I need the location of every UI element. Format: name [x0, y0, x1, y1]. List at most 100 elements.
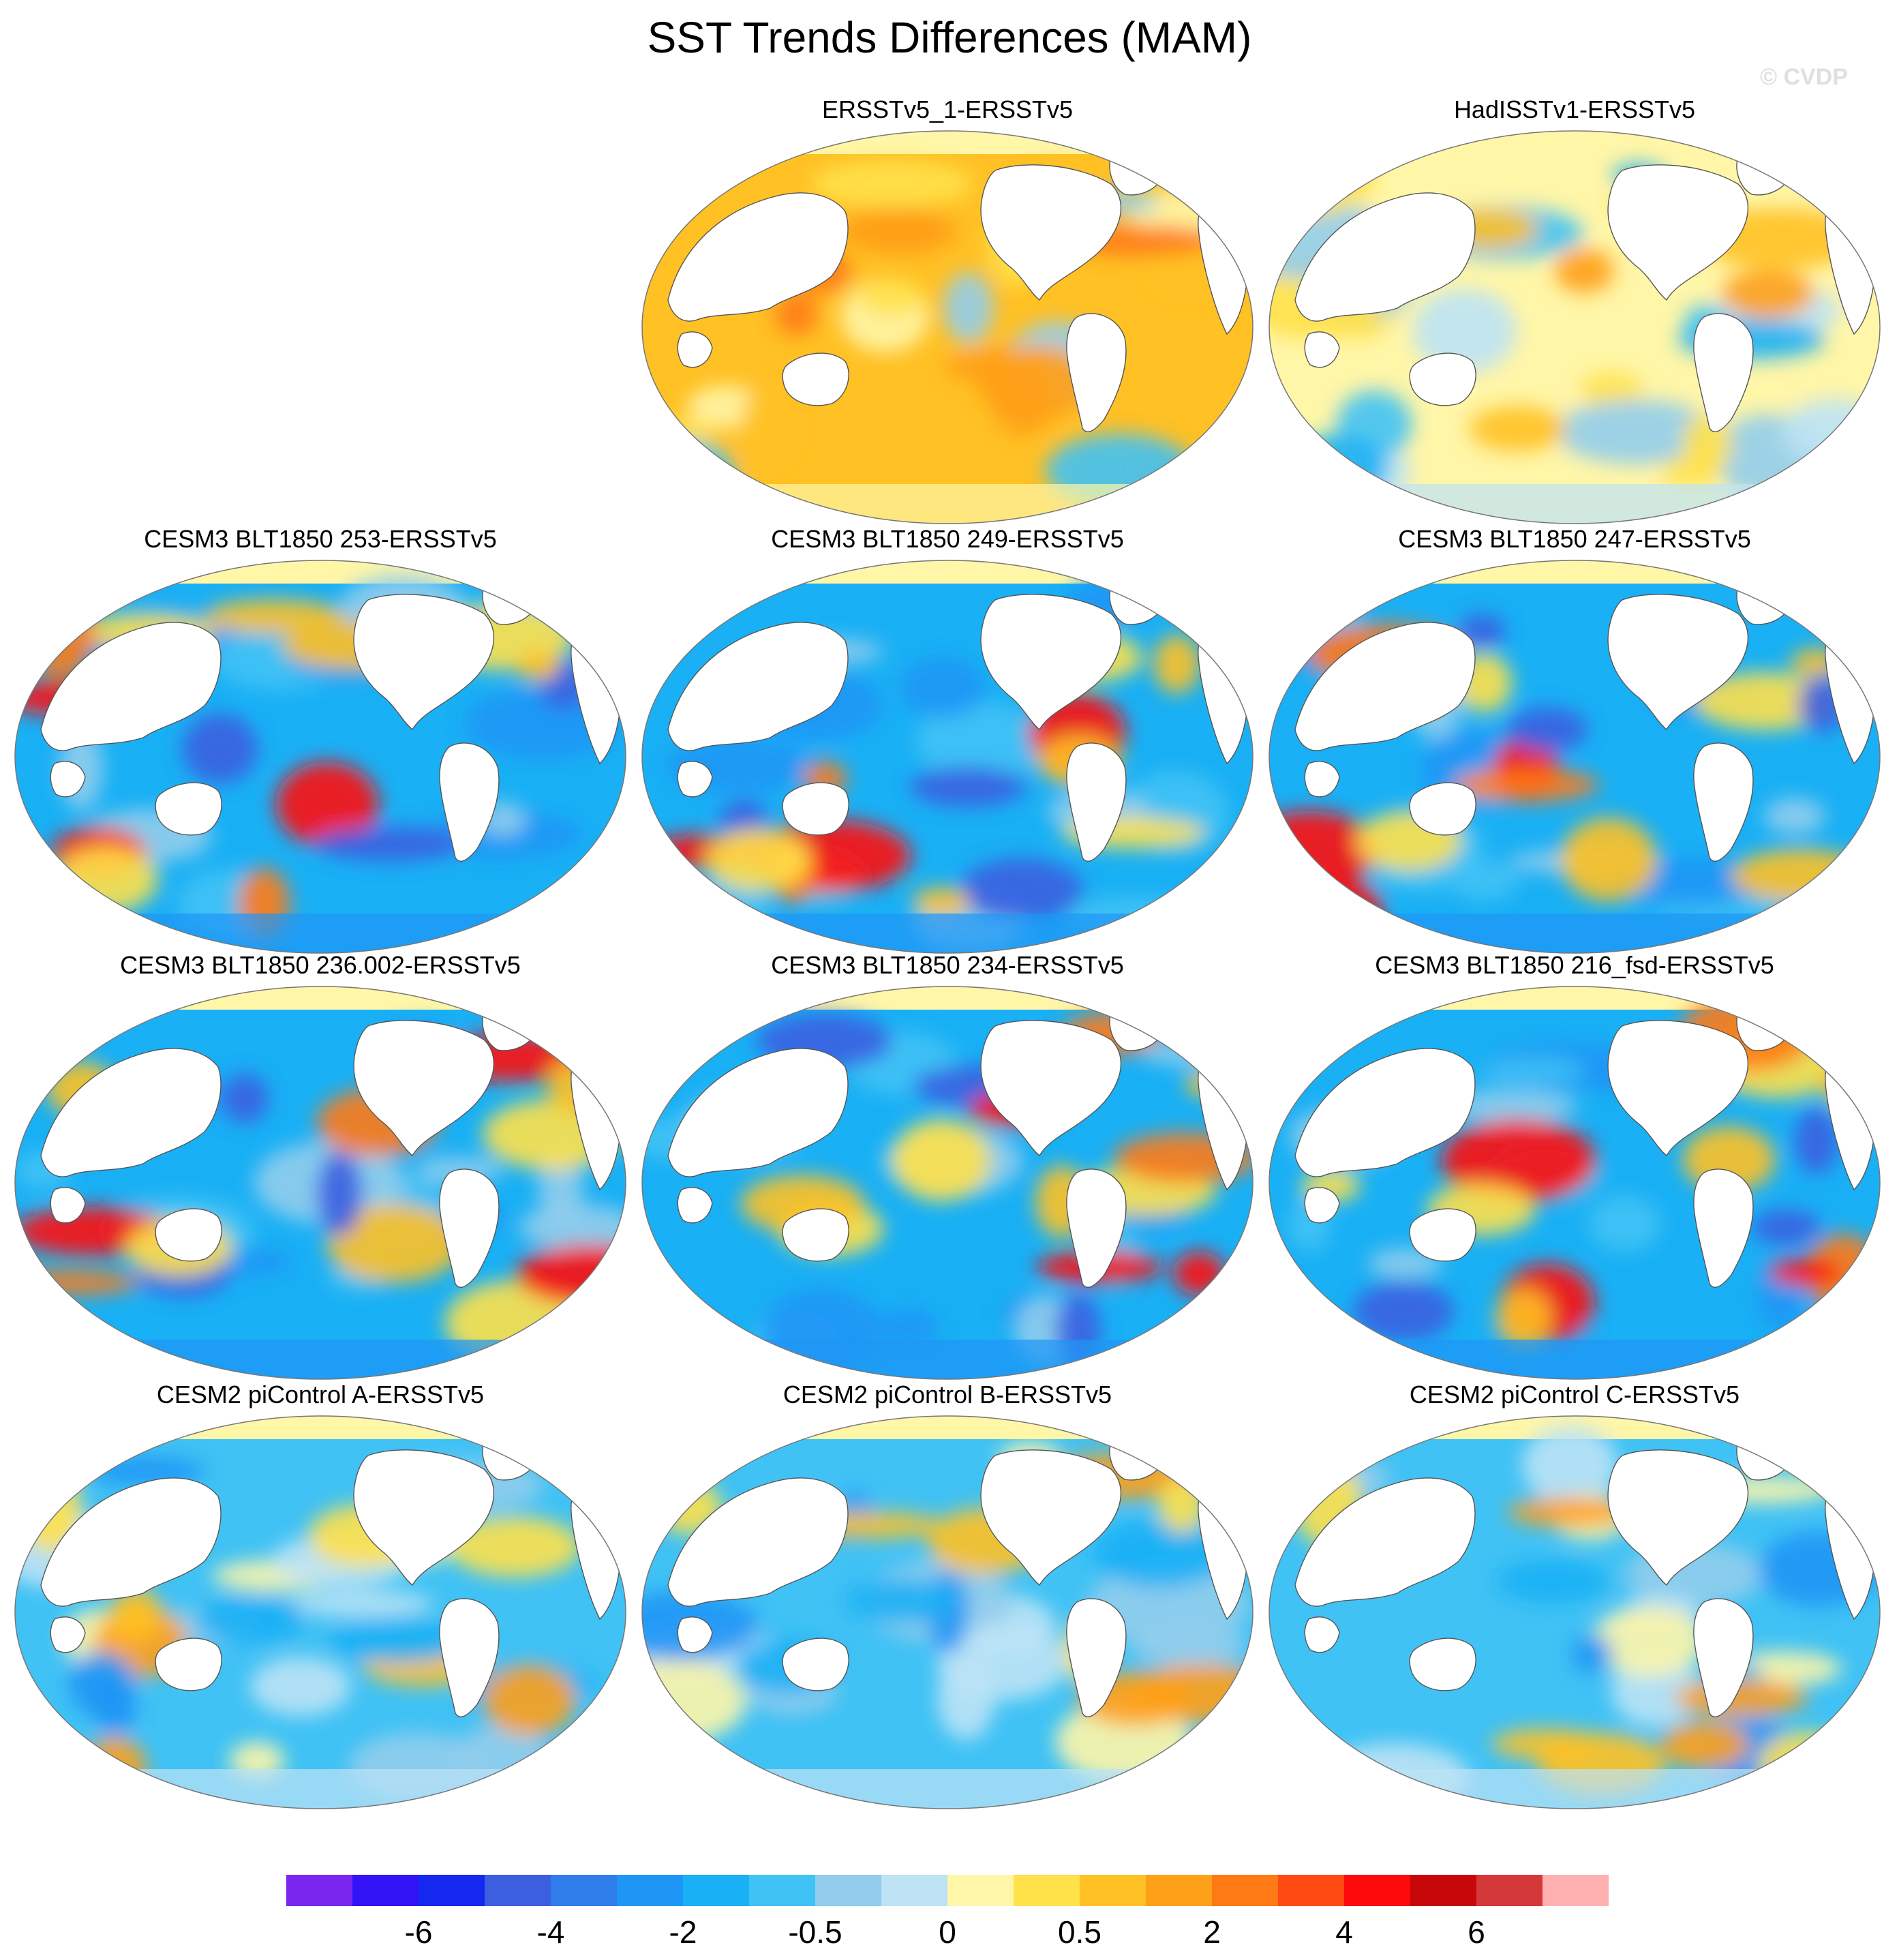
southern-ocean-band	[1269, 914, 1880, 953]
land-mass	[677, 1187, 713, 1224]
land-mass	[1066, 1169, 1127, 1288]
anomaly-blob	[1580, 372, 1643, 408]
anomaly-blob	[1751, 1209, 1821, 1246]
panel-title: CESM2 piControl C-ERSSTv5	[1409, 1381, 1740, 1408]
colorbar-box	[1278, 1875, 1344, 1906]
anomaly-blob	[1768, 1258, 1842, 1286]
map-panel: CESM3 BLT1850 236.002-ERSSTv5	[7, 951, 634, 1387]
world-map	[1268, 130, 1881, 524]
world-map	[1268, 986, 1881, 1380]
anomaly-blob	[877, 1309, 939, 1346]
anomaly-blob	[204, 599, 345, 634]
arctic-band	[15, 1416, 626, 1439]
map-panel: CESM2 piControl A-ERSSTv5	[7, 1381, 634, 1817]
land-mass	[1304, 761, 1340, 798]
land-mass	[1693, 313, 1754, 432]
anomaly-blob	[326, 1618, 469, 1663]
map-border	[1268, 986, 1881, 1380]
land-mass	[1607, 1020, 1749, 1157]
anomaly-blob	[1506, 707, 1588, 753]
land-mass	[353, 594, 495, 731]
colorbar-tick-label: 0	[939, 1914, 956, 1950]
world-map	[14, 560, 626, 954]
arctic-band	[642, 1416, 1253, 1439]
anomaly-blob	[1093, 1518, 1228, 1588]
panel-title: CESM3 BLT1850 247-ERSSTv5	[1398, 525, 1751, 553]
anomaly-blob	[915, 702, 1044, 781]
southern-ocean-band	[1269, 1769, 1880, 1809]
land-mass	[1294, 622, 1476, 751]
colorbar-box	[749, 1875, 815, 1906]
colorbar-box	[352, 1875, 419, 1906]
anomaly-blob	[1129, 1623, 1247, 1668]
land-mass	[980, 1449, 1122, 1586]
southern-ocean-band	[1269, 1340, 1880, 1379]
panel-title: CESM3 BLT1850 249-ERSSTv5	[771, 525, 1124, 553]
anomaly-blob	[316, 1151, 363, 1237]
arctic-band	[642, 986, 1253, 1010]
colorbar-tick-label: 2	[1203, 1914, 1221, 1950]
land-mass	[40, 1477, 222, 1607]
colorbar-box	[1080, 1875, 1146, 1906]
map-panel: CESM2 piControl B-ERSSTv5	[634, 1381, 1261, 1817]
map-panel: CESM2 piControl C-ERSSTv5	[1261, 1381, 1888, 1817]
land-mass	[980, 1020, 1122, 1157]
land-mass	[1409, 782, 1476, 836]
land-mass	[1693, 742, 1754, 862]
anomaly-blob	[900, 657, 986, 717]
land-mass	[677, 331, 713, 368]
anomaly-blob	[222, 1073, 269, 1124]
world-map	[641, 560, 1254, 954]
colorbar-box	[1014, 1875, 1080, 1906]
land-mass	[1294, 192, 1476, 322]
land-mass	[677, 761, 713, 798]
southern-ocean-band	[15, 914, 626, 953]
world-map	[14, 1415, 626, 1809]
map-border	[641, 130, 1254, 524]
panel-title: CESM2 piControl B-ERSSTv5	[783, 1381, 1112, 1408]
anomaly-blob	[483, 1664, 576, 1736]
anomaly-blob	[1469, 406, 1566, 452]
land-mass	[980, 594, 1122, 731]
anomaly-blob	[1497, 1560, 1610, 1603]
land-mass	[353, 1449, 495, 1586]
colorbar-box	[1212, 1875, 1278, 1906]
panel-title: CESM3 BLT1850 253-ERSSTv5	[144, 525, 497, 553]
southern-ocean-band	[15, 1340, 626, 1379]
anomaly-blob	[1286, 434, 1388, 504]
southern-ocean-band	[642, 484, 1253, 524]
world-map	[14, 986, 626, 1380]
anomaly-blob	[1758, 1731, 1855, 1800]
map-panel: CESM3 BLT1850 247-ERSSTv5	[1261, 525, 1888, 961]
land-mass	[155, 782, 222, 836]
colorbar-box	[1543, 1875, 1609, 1906]
land-mass	[1409, 1208, 1476, 1262]
colorbar-box	[815, 1875, 881, 1906]
arctic-band	[1269, 986, 1880, 1010]
panel-title: CESM3 BLT1850 236.002-ERSSTv5	[120, 951, 521, 979]
colorbar-boxes	[286, 1875, 1609, 1906]
anomaly-blob	[290, 1590, 434, 1617]
colorbar-tick-label: -4	[536, 1914, 565, 1950]
anomaly-blob	[55, 846, 159, 913]
colorbar-box	[419, 1875, 485, 1906]
anomaly-blob	[1453, 768, 1599, 802]
land-mass	[1409, 352, 1476, 406]
land-mass	[439, 1169, 500, 1288]
colorbar-box	[1344, 1875, 1410, 1906]
colorbar-box	[683, 1875, 749, 1906]
anomaly-blob	[68, 1650, 135, 1717]
map-border	[14, 1415, 626, 1809]
anomaly-blob	[1731, 849, 1869, 902]
colorbar-tick-label: -2	[669, 1914, 697, 1950]
anomaly-blob	[1660, 457, 1722, 487]
world-map	[1268, 560, 1881, 954]
land-mass	[1304, 1616, 1340, 1653]
anomaly-blob	[810, 160, 974, 207]
land-mass	[353, 1020, 495, 1157]
land-mass	[1066, 1598, 1127, 1717]
anomaly-blob	[1592, 1607, 1706, 1676]
map-panel: CESM3 BLT1850 253-ERSSTv5	[7, 525, 634, 961]
arctic-band	[15, 986, 626, 1010]
anomaly-blob	[1805, 1438, 1880, 1488]
